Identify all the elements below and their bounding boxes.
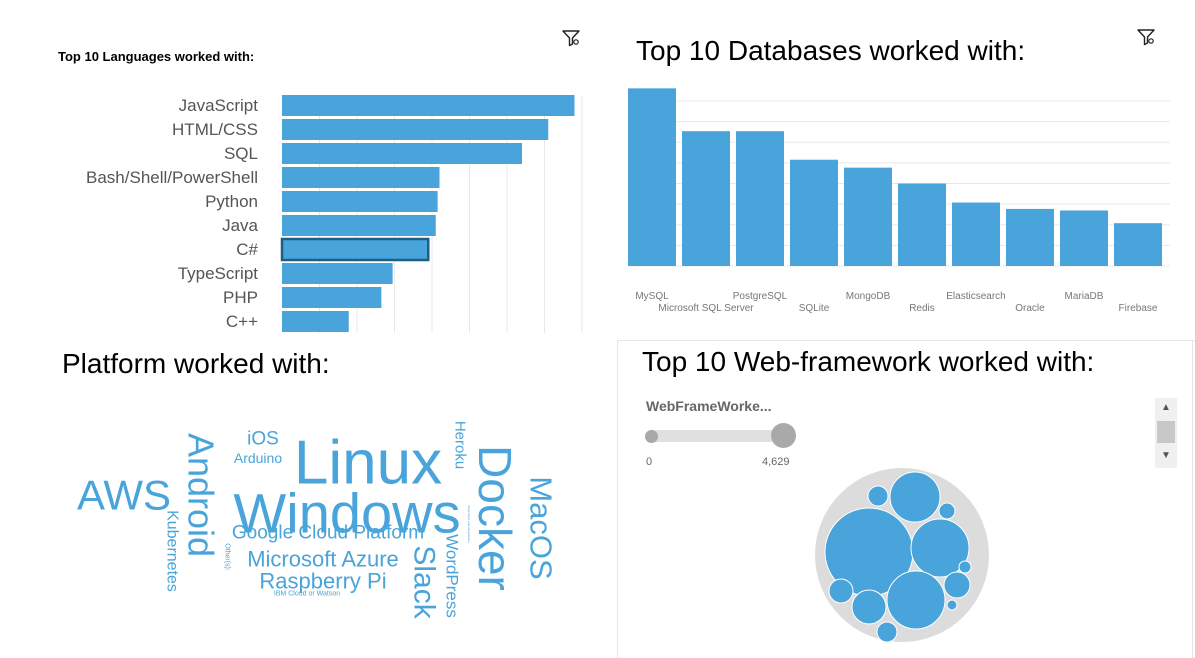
databases-tick-label-redis: Redis bbox=[909, 303, 935, 314]
webframework-slider-max-handle[interactable] bbox=[771, 423, 796, 448]
languages-bar-java[interactable] bbox=[282, 215, 436, 236]
databases-tick-label-mongodb: MongoDB bbox=[846, 291, 891, 302]
databases-bar-oracle[interactable] bbox=[1006, 208, 1054, 266]
word-cloud-word-docker: Docker bbox=[469, 445, 521, 591]
webframework-bubble[interactable] bbox=[938, 502, 956, 520]
languages-tick-label-python: Python bbox=[205, 192, 258, 211]
webframework-panel-border-left bbox=[617, 340, 618, 658]
databases-tick-label-sqlite: SQLite bbox=[799, 303, 830, 314]
languages-bar-sql[interactable] bbox=[282, 143, 522, 164]
webframework-bubble[interactable] bbox=[910, 518, 970, 578]
databases-bar-microsoft-sql-server[interactable] bbox=[682, 131, 730, 266]
languages-bar-c[interactable] bbox=[282, 311, 349, 332]
webframework-chart-title: Top 10 Web-framework worked with: bbox=[642, 346, 1095, 377]
word-cloud-word-slack-apps-and-integrations: Slack Apps and Integrations bbox=[467, 505, 471, 543]
webframework-bubble[interactable] bbox=[828, 578, 854, 604]
webframework-bubble[interactable] bbox=[867, 485, 889, 507]
databases-tick-label-elasticsearch: Elasticsearch bbox=[946, 291, 1005, 302]
webframework-slider-label: WebFrameWorke... bbox=[646, 398, 772, 414]
webframework-bubble[interactable] bbox=[946, 599, 958, 611]
webframework-bubble[interactable] bbox=[889, 471, 941, 523]
languages-tick-label-bash-shell-powershell: Bash/Shell/PowerShell bbox=[86, 168, 258, 187]
webframework-bubble[interactable] bbox=[958, 560, 972, 574]
databases-bar-elasticsearch[interactable] bbox=[952, 202, 1000, 266]
scroll-up-icon[interactable]: ▲ bbox=[1161, 402, 1171, 413]
word-cloud-word-arduino: Arduino bbox=[234, 450, 282, 466]
languages-tick-label-html-css: HTML/CSS bbox=[172, 120, 258, 139]
databases-bar-sqlite[interactable] bbox=[790, 159, 838, 266]
webframework-slider-track[interactable] bbox=[646, 430, 794, 442]
scroll-down-icon[interactable]: ▼ bbox=[1161, 450, 1171, 461]
databases-bar-postgresql[interactable] bbox=[736, 131, 784, 266]
word-cloud-word-wordpress: WordPress bbox=[443, 534, 462, 618]
databases-tick-label-mysql: MySQL bbox=[635, 291, 669, 302]
webframework-bubble[interactable] bbox=[886, 570, 946, 630]
webframework-scrollbar[interactable]: ▲ ▼ bbox=[1155, 398, 1177, 468]
languages-bar-javascript[interactable] bbox=[282, 95, 575, 116]
languages-chart-title: Top 10 Languages worked with: bbox=[58, 49, 255, 64]
languages-tick-label-c: C++ bbox=[226, 312, 258, 331]
webframework-bubble[interactable] bbox=[943, 571, 971, 599]
databases-tick-label-firebase: Firebase bbox=[1119, 303, 1158, 314]
databases-bar-firebase[interactable] bbox=[1114, 223, 1162, 266]
word-cloud-word-android: Android bbox=[181, 433, 222, 557]
languages-tick-label-javascript: JavaScript bbox=[179, 96, 259, 115]
databases-tick-label-microsoft-sql-server: Microsoft SQL Server bbox=[658, 303, 754, 314]
languages-tick-label-sql: SQL bbox=[224, 144, 258, 163]
word-cloud-word-aws: AWS bbox=[77, 472, 171, 519]
word-cloud-word-ios: iOS bbox=[247, 429, 279, 450]
platforms-chart-title: Platform worked with: bbox=[62, 348, 330, 379]
databases-tick-label-postgresql: PostgreSQL bbox=[733, 291, 788, 302]
databases-bar-redis[interactable] bbox=[898, 183, 946, 266]
webframework-slider-min-value: 0 bbox=[646, 456, 653, 468]
word-cloud-word-linux: Linux bbox=[294, 429, 442, 498]
languages-bar-python[interactable] bbox=[282, 191, 438, 212]
word-cloud-word-macos: MacOS bbox=[524, 476, 559, 579]
word-cloud-word-slack: Slack bbox=[408, 545, 441, 619]
languages-bar-c[interactable] bbox=[280, 237, 430, 262]
word-cloud-word-ibm-cloud-or-watson: IBM Cloud or Watson bbox=[274, 591, 340, 598]
databases-bar-mariadb[interactable] bbox=[1060, 210, 1108, 266]
languages-bar-bash-shell-powershell[interactable] bbox=[282, 167, 440, 188]
languages-filter-icon[interactable] bbox=[561, 28, 581, 48]
word-cloud-word-google-cloud-platform: Google Cloud Platform bbox=[232, 523, 424, 544]
webframework-bubble[interactable] bbox=[851, 589, 887, 625]
databases-bar-mysql[interactable] bbox=[628, 88, 676, 267]
languages-tick-label-typescript: TypeScript bbox=[178, 264, 259, 283]
webframework-panel-border-right bbox=[1192, 340, 1193, 658]
word-cloud-word-windows: Windows bbox=[233, 482, 460, 545]
word-cloud-word-microsoft-azure: Microsoft Azure bbox=[247, 547, 399, 572]
word-cloud-word-kubernetes: Kubernetes bbox=[164, 510, 181, 592]
word-cloud-word-heroku: Heroku bbox=[452, 421, 469, 469]
webframework-slider-max-value: 4,629 bbox=[762, 456, 790, 468]
databases-bar-mongodb[interactable] bbox=[844, 167, 892, 266]
languages-bar-php[interactable] bbox=[282, 287, 382, 308]
databases-tick-label-oracle: Oracle bbox=[1015, 303, 1045, 314]
databases-chart-title: Top 10 Databases worked with: bbox=[636, 35, 1026, 66]
languages-tick-label-java: Java bbox=[222, 216, 258, 235]
languages-tick-label-c: C# bbox=[236, 240, 258, 259]
databases-filter-icon[interactable] bbox=[1136, 27, 1156, 47]
languages-bar-html-css[interactable] bbox=[282, 119, 549, 140]
word-cloud-word-raspberry-pi: Raspberry Pi bbox=[259, 569, 386, 594]
languages-bar-chart: JavaScript HTML/CSS SQL Bash/Shell/PowerShe… bbox=[86, 95, 583, 333]
databases-tick-label-mariadb: MariaDB bbox=[1065, 291, 1104, 302]
webframework-bubble-chart bbox=[815, 468, 989, 643]
webframework-bubble[interactable] bbox=[876, 621, 898, 643]
webframework-panel-border-top bbox=[617, 340, 1195, 341]
word-cloud-word-other-s: Other(s): bbox=[224, 543, 231, 571]
webframework-slider-min-handle[interactable] bbox=[645, 430, 658, 443]
languages-bar-typescript[interactable] bbox=[282, 263, 393, 284]
languages-tick-label-php: PHP bbox=[223, 288, 258, 307]
scroll-thumb[interactable] bbox=[1157, 421, 1175, 443]
